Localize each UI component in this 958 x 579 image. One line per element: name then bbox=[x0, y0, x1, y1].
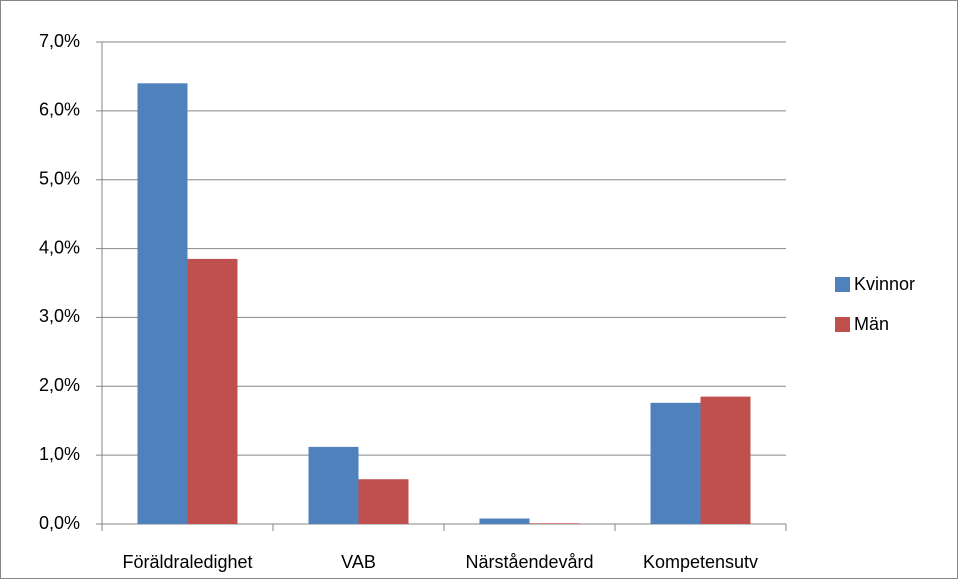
bar bbox=[358, 479, 409, 524]
legend-label: Kvinnor bbox=[854, 274, 915, 294]
x-tick-label: VAB bbox=[341, 552, 376, 572]
bar bbox=[650, 402, 701, 524]
y-tick-label: 5,0% bbox=[39, 168, 80, 188]
x-tick-label: Närståendevård bbox=[465, 552, 593, 572]
bar bbox=[700, 396, 751, 524]
legend-swatch bbox=[835, 317, 850, 332]
legend-label: Män bbox=[854, 314, 889, 334]
x-tick-label: Kompetensutv bbox=[643, 552, 758, 572]
y-tick-label: 4,0% bbox=[39, 237, 80, 257]
legend-swatch bbox=[835, 277, 850, 292]
y-tick-label: 2,0% bbox=[39, 375, 80, 395]
y-tick-label: 7,0% bbox=[39, 31, 80, 51]
x-tick-label: Föräldraledighet bbox=[122, 552, 252, 572]
bar bbox=[479, 518, 530, 524]
y-tick-label: 3,0% bbox=[39, 306, 80, 326]
bar bbox=[137, 83, 188, 525]
bar bbox=[529, 523, 580, 524]
y-tick-label: 1,0% bbox=[39, 444, 80, 464]
bar bbox=[187, 258, 238, 524]
bar bbox=[308, 446, 359, 524]
y-tick-label: 0,0% bbox=[39, 513, 80, 533]
y-tick-label: 6,0% bbox=[39, 100, 80, 120]
